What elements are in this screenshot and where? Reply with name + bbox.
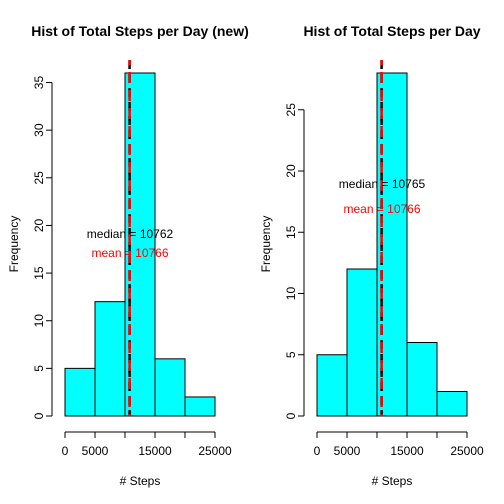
y-tick-label: 35 [32,76,46,90]
histogram-panel-new: Hist of Total Steps per Day (new) # Step… [7,23,249,488]
x-tick-label: 5000 [82,444,109,458]
histogram-panel-original: Hist of Total Steps per Day # Steps Freq… [259,23,484,488]
histogram-bar [184,396,216,417]
chart-title: Hist of Total Steps per Day [303,23,480,39]
histogram-bar [154,358,186,417]
x-tick-label: 0 [62,444,69,458]
y-axis-label: Frequency [7,216,21,273]
x-tick-label: 5000 [334,444,361,458]
y-tick-label: 15 [32,266,46,280]
x-tick-label: 15000 [138,444,172,458]
histogram-bar [64,367,96,417]
x-tick-label: 25000 [450,444,484,458]
x-axis-label: # Steps [120,474,161,488]
median-annotation: median = 10762 [87,227,174,241]
y-tick-label: 25 [284,103,298,117]
histogram-bar [316,354,348,417]
y-tick-label: 10 [32,314,46,328]
y-tick-label: 20 [284,164,298,178]
y-tick-label: 0 [32,412,46,419]
x-tick-label: 15000 [390,444,424,458]
y-tick-label: 10 [284,287,298,301]
histogram-bar [346,268,378,417]
median-annotation: median = 10765 [339,177,426,191]
histogram-bar [94,301,126,417]
y-tick-label: 15 [284,225,298,239]
y-tick-label: 25 [32,171,46,185]
mean-annotation: mean = 10766 [91,246,168,260]
y-axis-label: Frequency [259,216,273,273]
y-tick-label: 20 [32,218,46,232]
mean-annotation: mean = 10766 [343,202,420,216]
x-tick-label: 0 [314,444,321,458]
y-tick-label: 0 [284,412,298,419]
x-axis-label: # Steps [372,474,413,488]
y-tick-label: 5 [32,365,46,372]
histogram-bar [436,391,468,417]
x-tick-label: 25000 [198,444,232,458]
chart-title: Hist of Total Steps per Day (new) [31,23,249,39]
histogram-bar [406,342,438,417]
y-tick-label: 5 [284,351,298,358]
y-tick-label: 30 [32,123,46,137]
